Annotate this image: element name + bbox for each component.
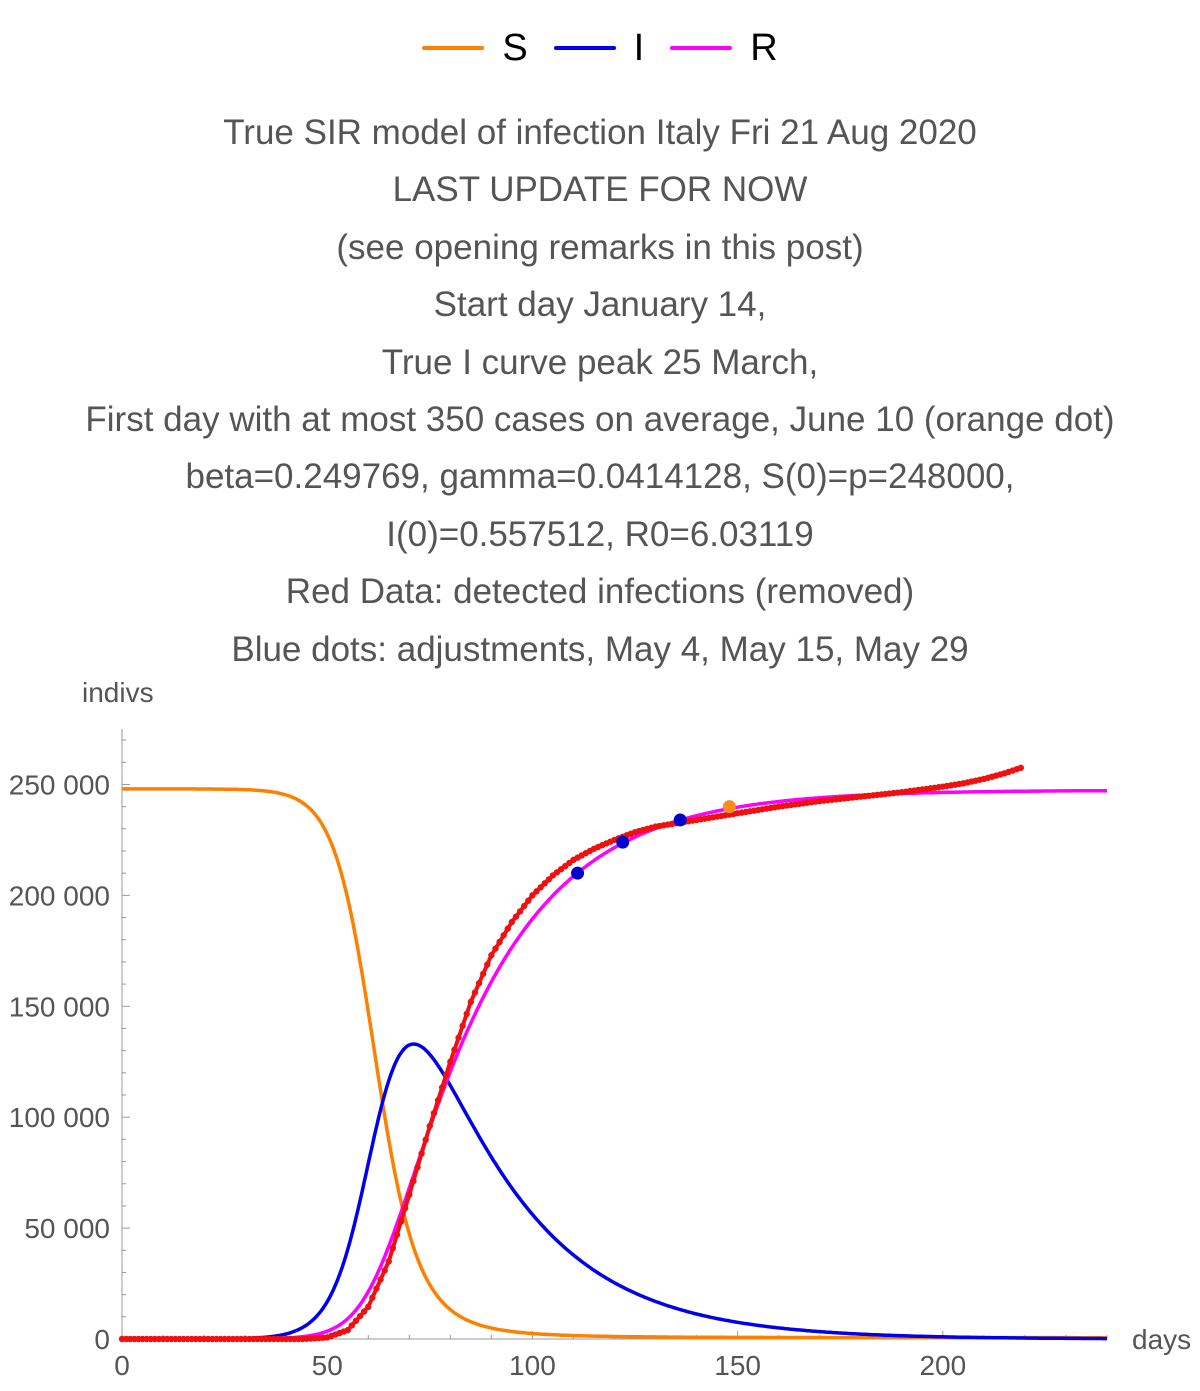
detected-infection-segment: [858, 790, 904, 799]
y-tick-label: 50 000: [24, 1213, 110, 1244]
legend-label: S: [502, 26, 528, 69]
legend-swatch: [422, 46, 485, 50]
title-line: Red Data: detected infections (removed): [285, 572, 915, 612]
detected-infection-segment: [776, 799, 822, 809]
title-line: I(0)=0.557512, R0=6.03119: [386, 514, 814, 554]
detected-infection-segment: [427, 1059, 453, 1129]
legend-swatch: [670, 46, 733, 50]
detected-infection-segment: [468, 953, 494, 1004]
x-tick-label: 150: [714, 1350, 761, 1381]
detected-infection-segment: [817, 794, 863, 804]
chart-title: True SIR model of infection Italy Fri 21…: [0, 104, 1200, 678]
adjustment-dot: [571, 866, 585, 880]
detected-infection-segment: [571, 846, 596, 862]
series-lines: [122, 787, 1107, 1341]
detected-infection-segment: [386, 1192, 412, 1264]
y-tick-label: 150 000: [9, 991, 110, 1022]
detected-infection-segment: [591, 837, 617, 851]
y-tick-labels: 0 50 000 100 000 150 000 200 000 250 000: [9, 769, 110, 1355]
detected-infection-segment: [345, 1304, 371, 1333]
legend-label: I: [633, 26, 645, 69]
title-line: True I curve peak 25 March,: [381, 342, 819, 382]
legend-item-i: I: [553, 26, 645, 70]
detected-infection-segment: [304, 1335, 330, 1341]
x-tick-label: 100: [509, 1350, 556, 1381]
series-s-line: [122, 787, 1107, 1340]
detected-infection-segment: [653, 821, 679, 829]
title-line: beta=0.249769, gamma=0.0414128, S(0)=p=2…: [185, 457, 1015, 497]
detected-infection-segment: [940, 781, 966, 789]
detected-infection-segment: [509, 893, 535, 924]
title-line: Blue dots: adjustments, May 4, May 15, M…: [231, 629, 969, 669]
x-tick-label: 0: [114, 1350, 130, 1381]
detected-infection-segment: [633, 824, 658, 835]
legend-item-s: S: [422, 26, 528, 70]
title-line: Start day January 14,: [433, 285, 767, 325]
minor-ticks: [121, 739, 1108, 1340]
orange-dot: [722, 800, 736, 814]
series-r-line: [122, 788, 1107, 1341]
detected-infection-segment: [899, 784, 945, 795]
legend-item-r: R: [670, 26, 778, 70]
detected-infection-segment: [981, 771, 1007, 781]
x-tick-label: 50: [312, 1350, 343, 1381]
detected-infection-segment: [1002, 765, 1023, 776]
detected-infections-points: [118, 764, 1025, 1343]
detected-infection-segment: [735, 804, 781, 816]
detected-infection-segment: [715, 811, 740, 819]
detected-infection-segment: [448, 999, 473, 1064]
y-tick-label: 100 000: [9, 1102, 110, 1133]
title-line: First day with at most 350 cases on aver…: [85, 400, 1115, 440]
detected-infection-segment: [489, 919, 514, 958]
adjustment-dot: [616, 835, 630, 849]
title-line: (see opening remarks in this post): [336, 227, 864, 267]
y-tick-label: 250 000: [9, 769, 110, 800]
y-tick-label: 0: [94, 1324, 110, 1355]
title-line: True SIR model of infection Italy Fri 21…: [223, 113, 977, 152]
series-i-line: [122, 1042, 1107, 1341]
adjustment-dot: [673, 813, 687, 827]
detected-infection-segment: [550, 857, 576, 878]
detected-infection-segment: [694, 814, 720, 822]
legend-label: R: [750, 26, 778, 69]
highlight-points: [571, 800, 736, 880]
detected-infection-segment: [325, 1328, 350, 1340]
y-tick-label: 200 000: [9, 880, 110, 911]
detected-infection-segment: [530, 873, 555, 898]
detected-infection-segment: [961, 776, 986, 786]
x-tick-labels: 0 50 100 150 200: [114, 1350, 966, 1381]
title-line: LAST UPDATE FOR NOW: [392, 170, 808, 210]
x-tick-label: 200: [919, 1350, 966, 1381]
x-axis-label: days: [1132, 1324, 1191, 1355]
legend-swatch: [553, 46, 616, 50]
detected-infection-segment: [366, 1259, 391, 1309]
detected-infection-segment: [407, 1124, 432, 1197]
y-axis-label: indivs: [82, 677, 154, 708]
